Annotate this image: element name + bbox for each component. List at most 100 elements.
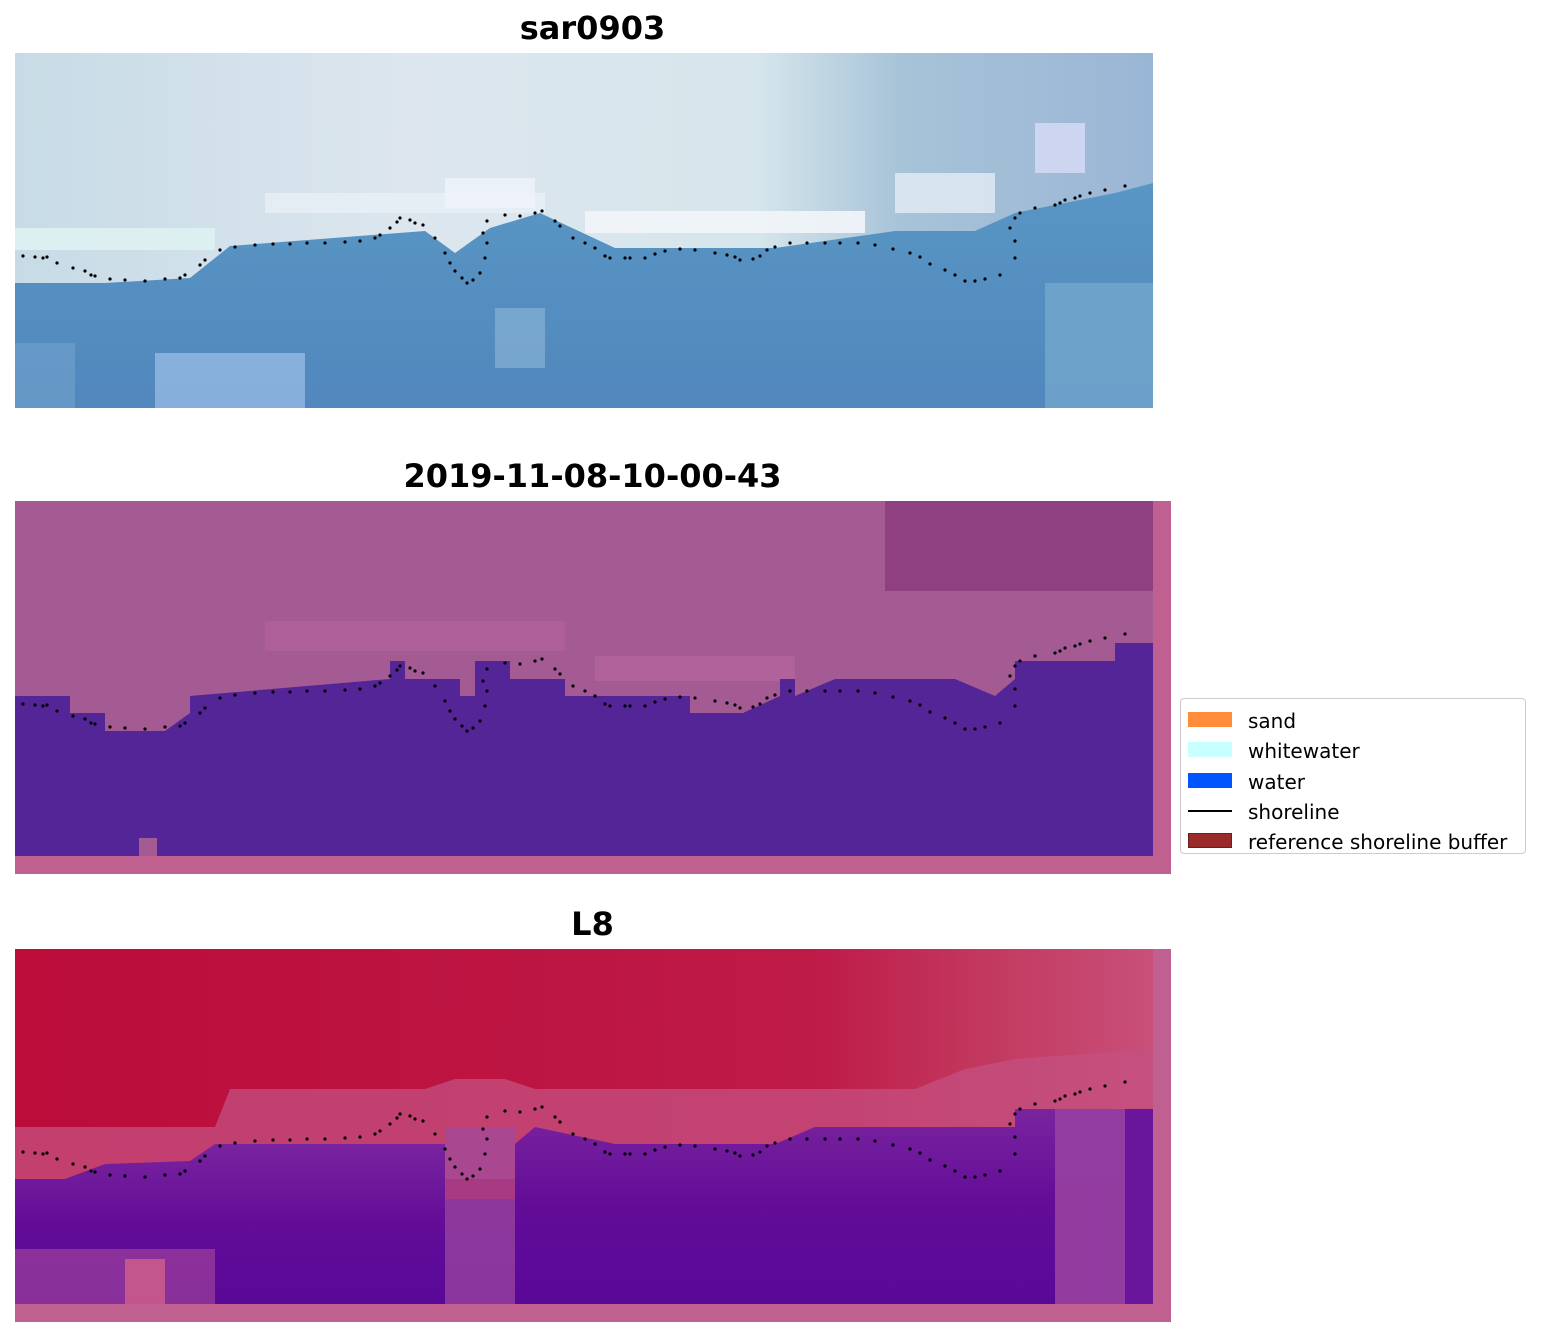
legend-label-water: water <box>1248 769 1305 794</box>
shoreline-dot <box>93 1170 97 1174</box>
shoreline-dot <box>1063 1094 1067 1098</box>
shoreline-dot <box>788 689 792 693</box>
panel-title-rgb: sar0903 <box>519 9 666 47</box>
rgb-image-panel <box>15 53 1153 408</box>
shoreline-dot <box>558 1120 562 1124</box>
shoreline-dot <box>21 254 25 258</box>
shoreline-dot <box>1078 642 1082 646</box>
shoreline-dot <box>1123 184 1127 188</box>
shoreline-dot <box>856 689 860 693</box>
shoreline-dot <box>93 722 97 726</box>
shoreline-dot <box>908 251 912 255</box>
shoreline-dot <box>1013 664 1017 668</box>
shoreline-dot <box>471 726 475 730</box>
shoreline-dot <box>453 269 457 273</box>
shoreline-dot <box>83 1165 87 1169</box>
shoreline-dot <box>448 261 452 265</box>
shoreline-dot <box>1063 646 1067 650</box>
shoreline-dot <box>593 694 597 698</box>
shoreline-dot <box>908 1147 912 1151</box>
shoreline-dot <box>751 1153 755 1157</box>
shoreline-dot <box>713 1147 717 1151</box>
mndwi-image <box>15 949 1171 1322</box>
shoreline-dot <box>553 667 557 671</box>
shoreline-dot <box>443 699 447 703</box>
shoreline-dot <box>478 271 482 275</box>
shoreline-dot <box>55 261 59 265</box>
shoreline-dot <box>713 251 717 255</box>
legend-label-shoreline: shoreline <box>1248 799 1340 824</box>
shoreline-dot <box>583 689 587 693</box>
shoreline-dot <box>21 702 25 706</box>
shoreline-dot <box>395 220 399 224</box>
shoreline-dot <box>373 1132 377 1136</box>
shoreline-dot <box>163 725 167 729</box>
shoreline-dot <box>323 689 327 693</box>
shoreline-dot <box>485 667 489 671</box>
shoreline-dot <box>663 697 667 701</box>
panel-title-classified: 2019-11-08-10-00-43 <box>403 457 782 495</box>
shoreline-dot <box>503 213 507 217</box>
shoreline-dot <box>218 1144 222 1148</box>
mndwi-image-panel <box>15 949 1171 1322</box>
shoreline-dot <box>628 256 632 260</box>
shoreline-dot <box>443 251 447 255</box>
shoreline-dot <box>1053 203 1057 207</box>
shoreline-dot <box>378 1129 382 1133</box>
shoreline-dot <box>421 223 425 227</box>
shoreline-dot <box>1088 639 1092 643</box>
shoreline-dot <box>928 1158 932 1162</box>
shoreline-dot <box>288 690 292 694</box>
shoreline-dot <box>533 211 537 215</box>
shoreline-dot <box>1018 659 1022 663</box>
shoreline-dot <box>1053 651 1057 655</box>
shoreline-dot <box>83 269 87 273</box>
shoreline-dot <box>143 1175 147 1179</box>
shoreline-dot <box>571 684 575 688</box>
shoreline-dot <box>765 248 769 252</box>
shoreline-dot <box>373 684 377 688</box>
shoreline-dot <box>41 704 45 708</box>
panel-title-mndwi: L8 <box>571 905 614 943</box>
shoreline-dot <box>805 1137 809 1141</box>
shoreline-dot <box>433 1132 437 1136</box>
shoreline-dot <box>21 1150 25 1154</box>
shoreline-dot <box>1123 1080 1127 1084</box>
shoreline-dot <box>433 684 437 688</box>
shoreline-dot <box>378 233 382 237</box>
shoreline-dot <box>33 703 37 707</box>
shoreline-dot <box>478 1167 482 1171</box>
shoreline-dot <box>928 262 932 266</box>
shoreline-dot <box>693 248 697 252</box>
shoreline-dot <box>805 241 809 245</box>
shoreline-dot <box>653 252 657 256</box>
shoreline-dot <box>253 691 257 695</box>
shoreline-dot <box>943 1164 947 1168</box>
shoreline-dot <box>203 706 207 710</box>
shoreline-dot <box>943 716 947 720</box>
shoreline-dot <box>788 1137 792 1141</box>
shoreline-dot <box>963 1175 967 1179</box>
shoreline-dot <box>108 1173 112 1177</box>
shoreline-dot <box>485 241 489 245</box>
shoreline-dot <box>1013 239 1017 243</box>
shoreline-dot <box>725 1149 729 1153</box>
shoreline-dot <box>481 231 485 235</box>
shoreline-dot <box>773 693 777 697</box>
shoreline-dot <box>305 1137 309 1141</box>
shoreline-dot <box>1033 1102 1037 1106</box>
shoreline-dot <box>89 273 93 277</box>
legend-label-sand: sand <box>1248 709 1297 733</box>
shoreline-dot <box>571 1132 575 1136</box>
shoreline-dot <box>485 219 489 223</box>
shoreline-dot <box>503 1109 507 1113</box>
shoreline-dot <box>891 695 895 699</box>
shoreline-dot <box>343 240 347 244</box>
shoreline-dot <box>678 695 682 699</box>
shoreline-dot <box>83 717 87 721</box>
shoreline-dot <box>305 689 309 693</box>
shoreline-dot <box>653 1148 657 1152</box>
shoreline-dot <box>571 236 575 240</box>
shoreline-dot <box>908 699 912 703</box>
shoreline-dot <box>358 1135 362 1139</box>
